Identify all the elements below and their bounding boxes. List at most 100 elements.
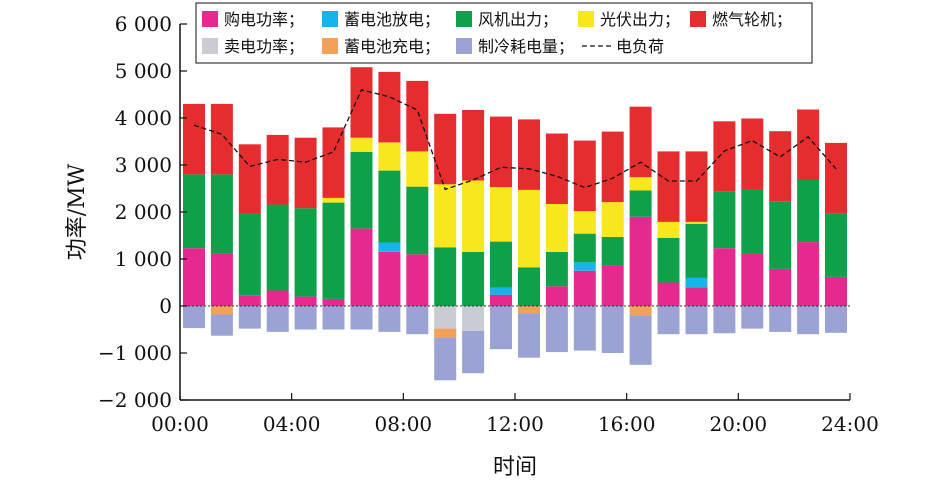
legend-label-5: 卖电功率； (224, 37, 304, 56)
bar-segment-4-h19 (685, 151, 708, 222)
bar-segment-7-h15 (573, 306, 596, 351)
bar-segment-7-h19 (685, 306, 708, 335)
legend-label-7: 制冷耗电量； (478, 37, 574, 56)
bar-segment-3-h12 (490, 187, 512, 242)
legend-label-3: 光伏出力； (600, 10, 680, 29)
x-tick-label: 24:00 (821, 412, 879, 436)
bar-segment-0-h19 (685, 287, 708, 306)
x-axis-title: 时间 (493, 455, 537, 480)
bar-segment-6-h13 (518, 306, 540, 314)
bar-segment-7-h5 (294, 306, 317, 330)
bar-segment-2-h14 (545, 252, 568, 287)
bar-segment-4-h14 (545, 133, 568, 204)
bar-segment-7-h2 (210, 314, 233, 336)
bar-segment-0-h12 (490, 294, 512, 306)
bars-layer (183, 67, 847, 381)
load-layer (193, 89, 837, 191)
bar-segment-7-h24 (825, 306, 847, 333)
bar-segment-2-h3 (238, 213, 261, 296)
bar-segment-2-h19 (685, 223, 708, 278)
y-tick-label: 3 000 (115, 153, 172, 177)
bar-segment-7-h3 (238, 306, 261, 329)
bar-segment-7-h11 (462, 330, 485, 374)
load-line (193, 89, 837, 191)
bar-segment-2-h11 (462, 252, 485, 306)
legend-label-6: 蓄电池充电； (344, 37, 440, 56)
bar-segment-0-h18 (657, 282, 680, 306)
legend: 购电功率； 蓄电池放电； 风机出力； 光伏出力； 燃气轮机； 卖电功率； 蓄电池充电； 制冷耗… (195, 2, 813, 64)
bar-segment-3-h13 (518, 189, 540, 268)
bar-segment-2-h9 (406, 186, 429, 255)
bar-segment-3-h17 (629, 177, 652, 191)
y-tick-label: 0 (159, 294, 172, 318)
bar-segment-0-h2 (210, 253, 233, 306)
bar-segment-2-h8 (378, 170, 401, 243)
legend-box (195, 2, 813, 64)
bar-segment-3-h8 (378, 142, 401, 171)
bar-segment-3-h6 (322, 197, 345, 203)
x-tick-label: 16:00 (598, 412, 656, 436)
bar-segment-7-h20 (713, 306, 736, 334)
bar-segment-0-h6 (322, 298, 345, 306)
bar-segment-7-h16 (601, 306, 624, 353)
bar-segment-7-h6 (322, 306, 345, 330)
bar-segment-1-h12 (490, 287, 512, 295)
bar-segment-0-h24 (825, 276, 847, 306)
legend-label-1: 蓄电池放电； (344, 10, 440, 29)
legend-swatch-0 (202, 11, 218, 27)
bar-segment-2-h20 (713, 191, 736, 249)
bar-segment-7-h7 (350, 306, 373, 330)
bar-segment-4-h1 (183, 103, 205, 175)
bar-segment-0-h17 (629, 216, 652, 306)
bar-segment-4-h6 (322, 127, 345, 198)
bar-segment-4-h17 (629, 106, 652, 178)
bar-segment-2-h18 (657, 237, 680, 283)
bar-segment-0-h1 (183, 248, 205, 306)
bar-segment-1-h19 (685, 277, 708, 288)
bar-segment-2-h1 (183, 174, 205, 249)
bar-segment-0-h5 (294, 296, 317, 306)
bar-segment-0-h15 (573, 270, 596, 307)
legend-swatch-6 (322, 38, 338, 54)
x-tick-label: 08:00 (375, 412, 433, 436)
legend-swatch-3 (578, 11, 594, 27)
bar-segment-4-h15 (573, 140, 596, 212)
bar-segment-2-h23 (797, 180, 820, 242)
legend-swatch-5 (202, 38, 218, 54)
bar-segment-4-h4 (266, 134, 289, 205)
bar-segment-7-h17 (629, 315, 652, 365)
bar-segment-2-h12 (490, 241, 512, 288)
bar-segment-3-h18 (657, 221, 680, 238)
bar-segment-7-h10 (434, 338, 457, 381)
bar-segment-7-h8 (378, 306, 401, 332)
legend-swatch-2 (456, 11, 472, 27)
legend-swatch-1 (322, 11, 338, 27)
bar-segment-3-h15 (573, 211, 596, 234)
x-tick-label: 12:00 (486, 412, 544, 436)
bar-segment-7-h21 (741, 306, 764, 329)
legend-label-load: 电负荷 (616, 37, 664, 56)
x-tick-label: 00:00 (151, 412, 209, 436)
legend-swatch-4 (690, 11, 706, 27)
bar-segment-7-h1 (183, 306, 205, 329)
bar-segment-7-h12 (490, 306, 512, 350)
bar-segment-2-h17 (629, 190, 652, 217)
bar-segment-0-h8 (378, 252, 401, 306)
bar-segment-4-h13 (518, 119, 540, 190)
bar-segment-4-h20 (713, 121, 736, 192)
y-tick-label: −2 000 (98, 388, 172, 412)
bar-segment-2-h22 (769, 201, 792, 269)
bar-segment-4-h12 (490, 116, 512, 188)
y-tick-label: 2 000 (115, 200, 172, 224)
bar-segment-3-h19 (685, 221, 708, 224)
bar-segment-2-h24 (825, 213, 847, 277)
bar-segment-0-h7 (350, 228, 373, 306)
bar-segment-4-h9 (406, 80, 429, 152)
bar-segment-4-h11 (462, 110, 485, 181)
bar-segment-0-h22 (769, 268, 792, 306)
bar-segment-2-h5 (294, 208, 317, 297)
bar-segment-0-h14 (545, 286, 568, 306)
bar-segment-4-h10 (434, 113, 457, 185)
